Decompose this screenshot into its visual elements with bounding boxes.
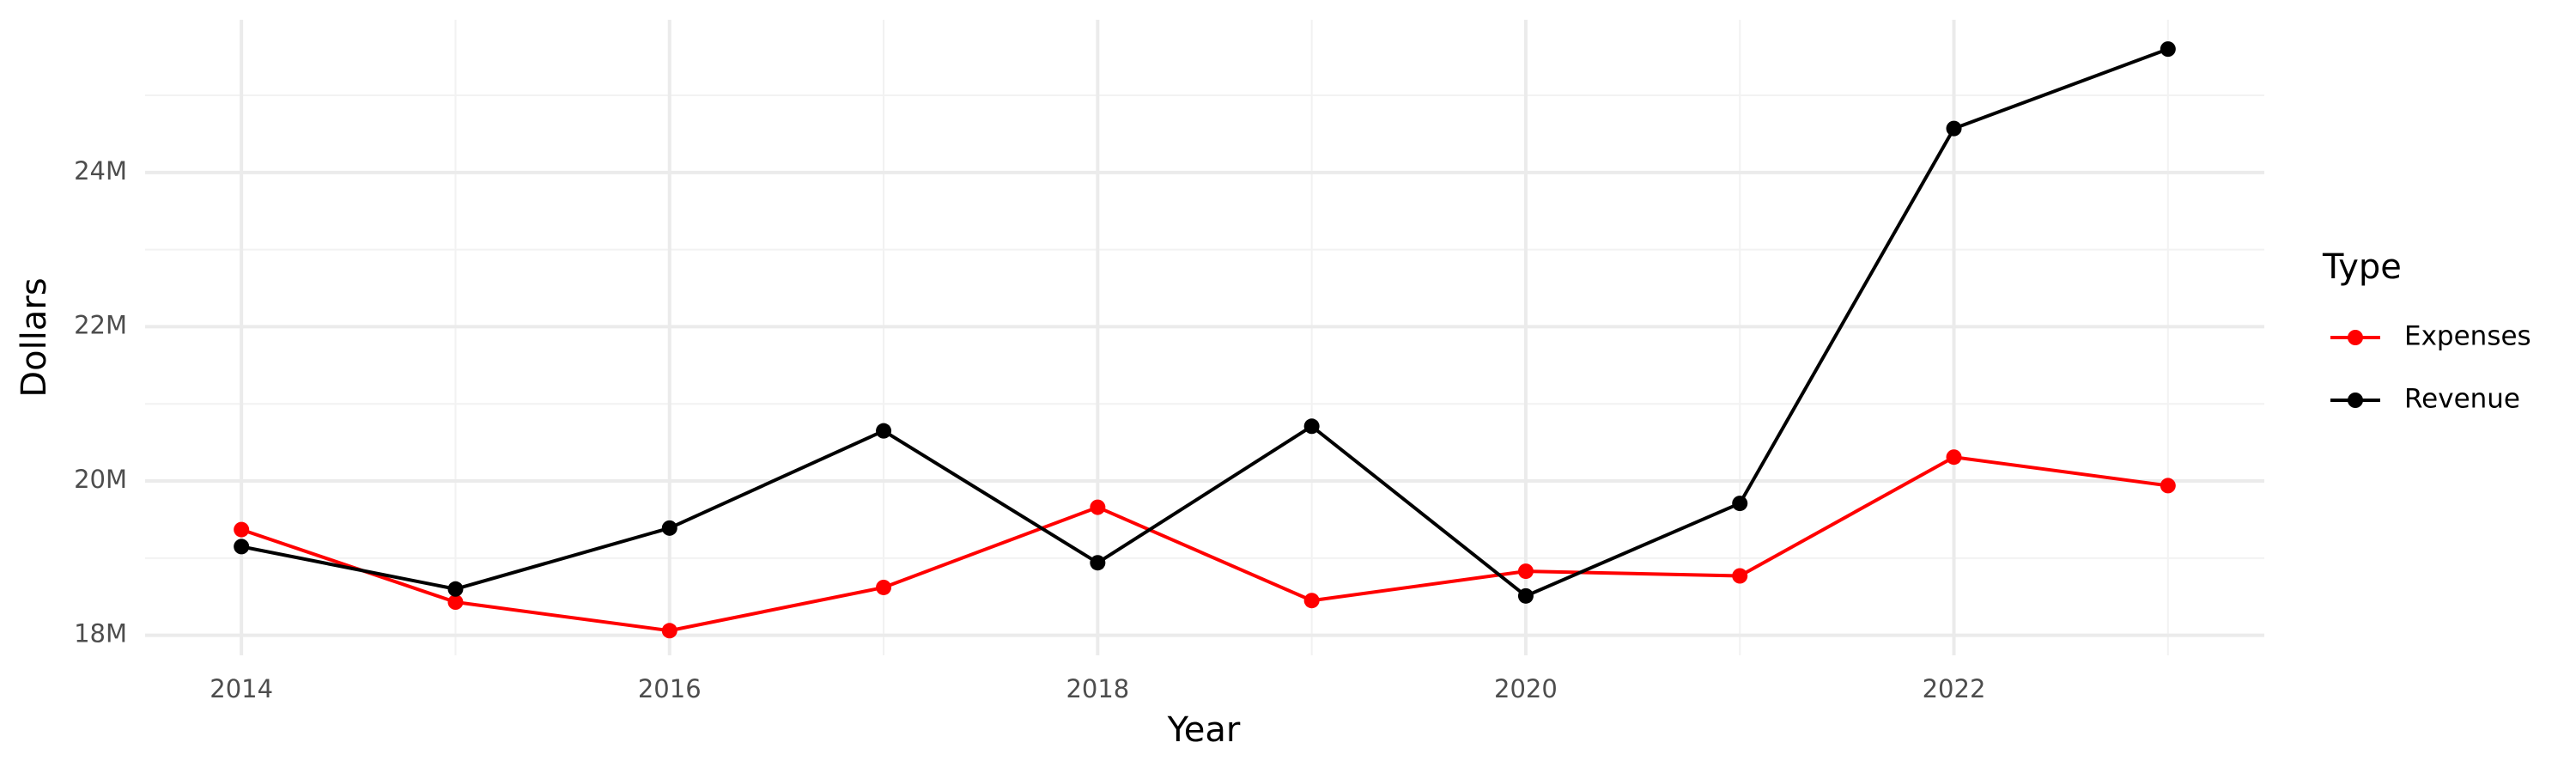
data-point xyxy=(661,623,677,639)
y-tick-label: 20M xyxy=(74,465,127,494)
data-point xyxy=(1303,593,1320,609)
data-point xyxy=(1090,499,1106,515)
data-point xyxy=(876,579,892,595)
data-point xyxy=(234,539,250,555)
y-axis-title: Dollars xyxy=(15,277,54,397)
x-tick-label: 2020 xyxy=(1494,674,1558,703)
series-line xyxy=(240,47,2169,598)
data-point xyxy=(447,594,464,611)
x-tick-label: 2014 xyxy=(210,674,273,703)
data-point xyxy=(1732,496,1748,512)
data-point xyxy=(1517,587,1534,604)
x-tick-label: 2022 xyxy=(1923,674,1986,703)
y-tick-label: 22M xyxy=(74,310,127,339)
legend-key-point xyxy=(2348,393,2363,408)
data-point xyxy=(1090,555,1106,571)
data-point xyxy=(1946,120,1962,137)
series-line xyxy=(240,455,2169,633)
y-tick-label: 24M xyxy=(74,156,127,186)
legend-label: Revenue xyxy=(2404,384,2520,415)
data-point xyxy=(1946,449,1962,466)
data-point xyxy=(447,581,464,597)
legend-title: Type xyxy=(2322,247,2402,287)
data-point xyxy=(2160,41,2176,58)
data-point xyxy=(1517,563,1534,580)
x-axis-title: Year xyxy=(1167,710,1241,750)
data-point xyxy=(1732,568,1748,584)
y-tick-label: 18M xyxy=(74,619,127,648)
data-point xyxy=(1303,418,1320,435)
legend-label: Expenses xyxy=(2404,321,2531,352)
data-point xyxy=(234,521,250,538)
x-tick-label: 2018 xyxy=(1066,674,1129,703)
legend-key-point xyxy=(2348,330,2363,345)
data-point xyxy=(661,520,677,536)
x-tick-label: 2016 xyxy=(638,674,702,703)
data-point xyxy=(2160,478,2176,494)
data-point xyxy=(876,423,892,439)
